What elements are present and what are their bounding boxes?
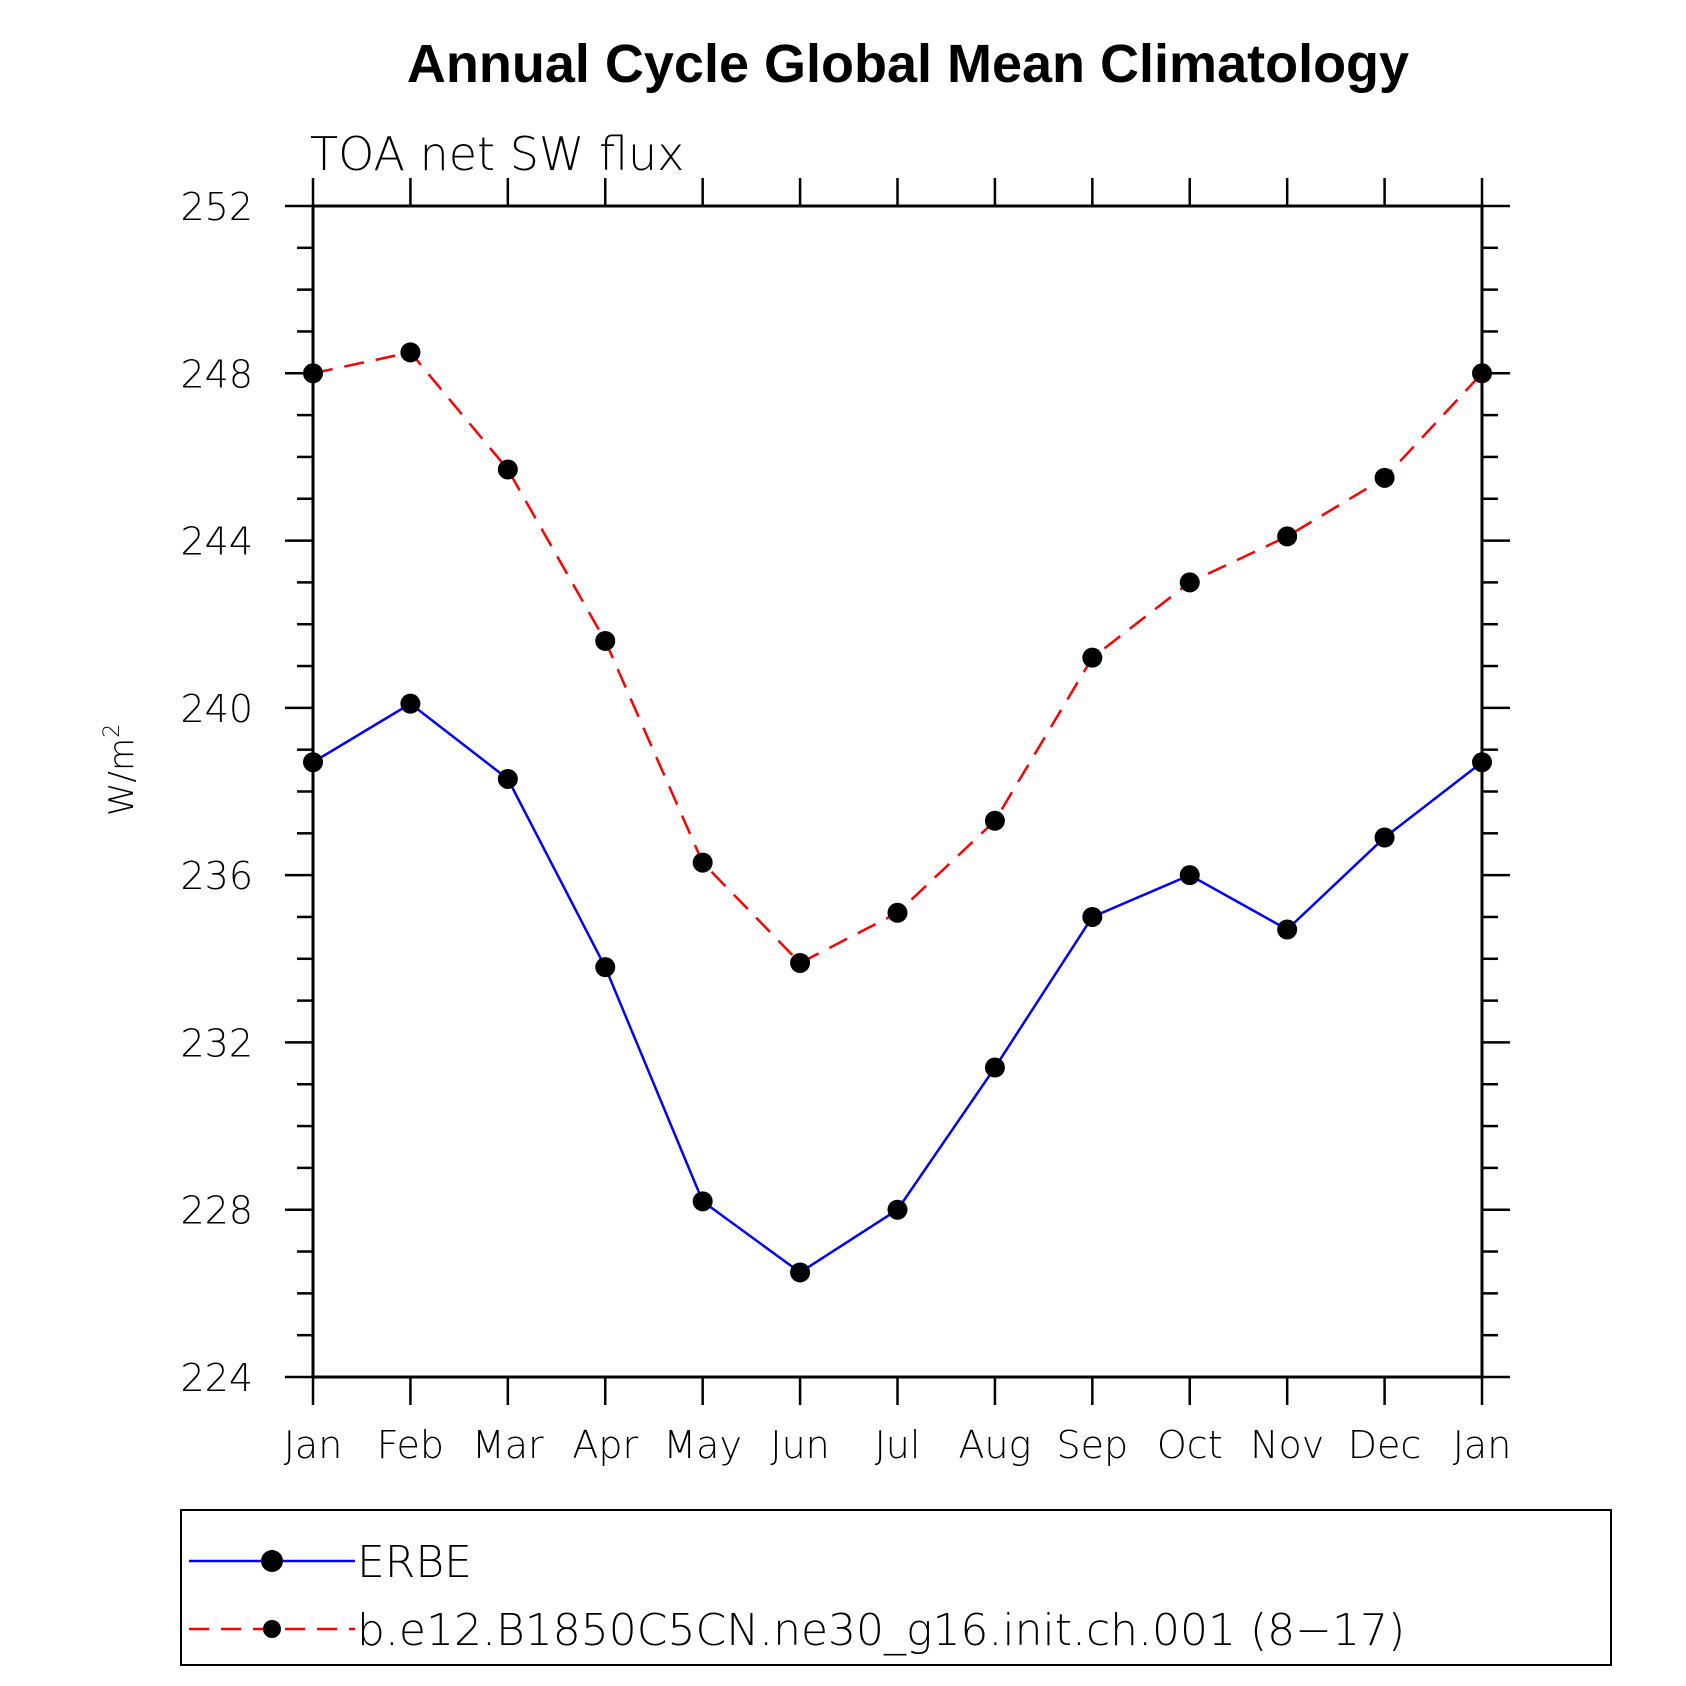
legend-label: ERBE	[357, 1537, 472, 1588]
data-point	[1179, 572, 1200, 593]
data-point	[400, 693, 421, 714]
chart-title: Annual Cycle Global Mean Climatology	[407, 34, 1409, 94]
legend: ERBE b.e12.B1850C5CN.ne30_g16.init.ch.001…	[180, 1509, 1612, 1666]
x-tick-label: Nov	[1250, 1423, 1324, 1467]
data-point	[1472, 752, 1492, 773]
data-point	[1472, 363, 1492, 384]
data-point	[887, 902, 908, 923]
data-point	[303, 363, 323, 384]
data-point	[692, 852, 713, 873]
x-tick-label: May	[663, 1423, 742, 1467]
data-point	[887, 1199, 908, 1220]
y-tick-label: 244	[180, 520, 253, 564]
data-point	[790, 1262, 811, 1283]
x-tick-label: Mar	[472, 1423, 544, 1467]
data-point	[1374, 827, 1395, 848]
data-point	[497, 459, 518, 480]
x-tick-label: Apr	[572, 1423, 638, 1467]
x-tick-label: Jan	[1453, 1423, 1512, 1467]
x-tick-label: Dec	[1348, 1423, 1422, 1467]
data-point	[1179, 865, 1200, 886]
y-tick-label: 236	[180, 854, 253, 898]
x-tick-label: Jun	[770, 1423, 829, 1467]
x-tick-label: Jan	[284, 1423, 343, 1467]
y-axis-label: W/m2	[100, 724, 142, 816]
plot-area: 224 228 232 236 240 244 248 252 Jan Feb Mar Apr May J…	[180, 178, 1511, 1467]
x-tick-label: Feb	[377, 1423, 444, 1467]
legend-label: b.e12.B1850C5CN.ne30_g16.init.ch.001 (8−…	[357, 1605, 1405, 1656]
y-axis-label-superscript: 2	[100, 724, 125, 738]
y-tick-label: 240	[180, 687, 253, 731]
x-tick-label: Aug	[958, 1423, 1031, 1467]
legend-marker	[261, 1550, 283, 1572]
chart-subtitle: TOA net SW flux	[310, 127, 684, 181]
y-axis-label-text: W/m	[102, 738, 142, 816]
data-point	[1374, 467, 1395, 488]
data-point	[984, 1057, 1005, 1078]
series-line-1	[312, 350, 1483, 965]
data-point	[1082, 906, 1103, 927]
legend-marker	[263, 1620, 281, 1638]
series-line-0	[312, 702, 1483, 1274]
data-point	[984, 810, 1005, 831]
legend-box	[180, 1509, 1612, 1666]
data-point	[1277, 919, 1298, 940]
data-point	[595, 957, 616, 978]
data-point	[497, 768, 518, 789]
y-tick-label: 232	[180, 1021, 253, 1065]
x-tick-label: Oct	[1157, 1423, 1223, 1467]
data-point	[692, 1191, 713, 1212]
data-point	[1082, 647, 1103, 668]
data-point	[1277, 526, 1298, 547]
data-point	[303, 752, 323, 773]
y-tick-label: 252	[180, 185, 253, 229]
data-point	[400, 342, 421, 363]
y-tick-label: 228	[180, 1189, 253, 1233]
y-tick-label: 248	[180, 352, 253, 396]
data-point	[595, 630, 616, 651]
x-tick-label: Jul	[875, 1423, 921, 1467]
y-tick-label: 224	[180, 1356, 253, 1400]
x-tick-label: Sep	[1057, 1423, 1129, 1467]
data-point	[790, 952, 811, 973]
